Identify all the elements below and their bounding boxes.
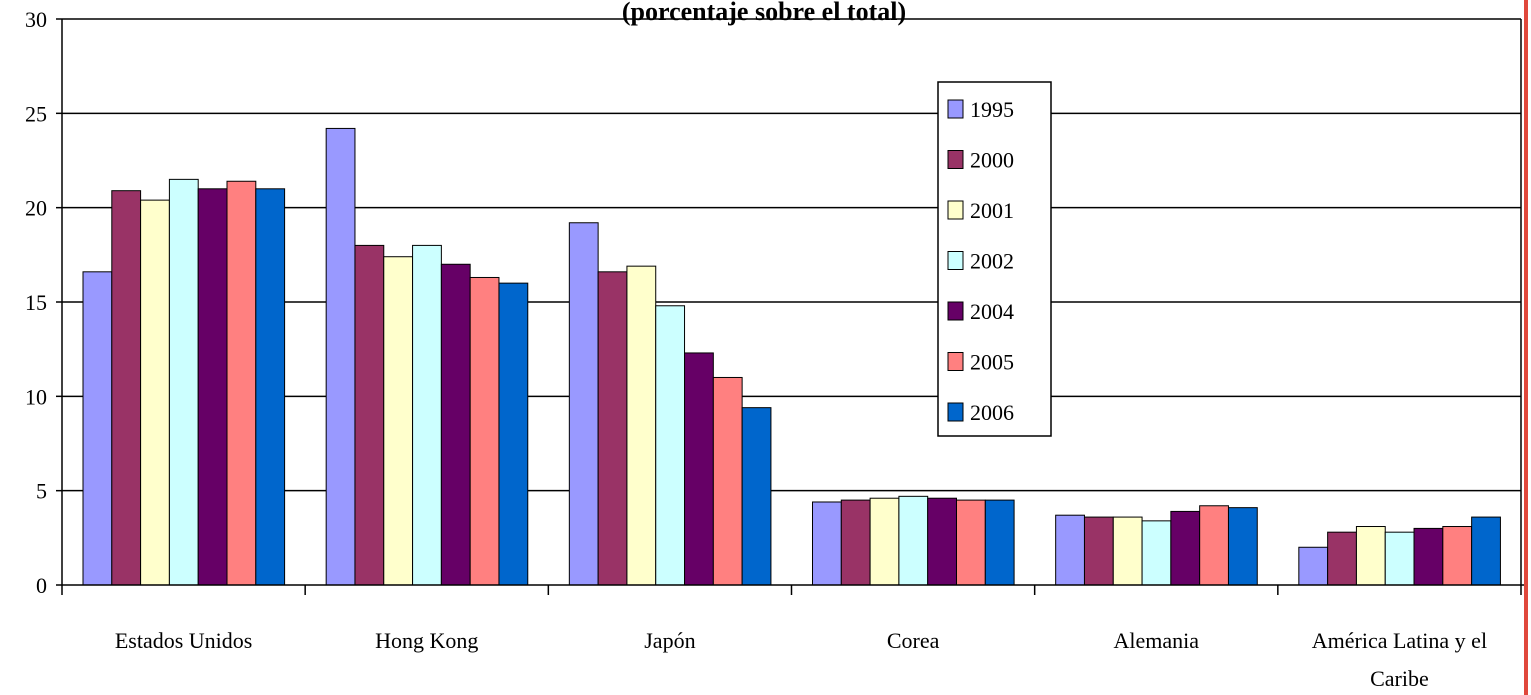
bar-2000-3 bbox=[840, 499, 871, 586]
axes bbox=[56, 18, 1525, 595]
bar-2001-5 bbox=[1355, 526, 1386, 586]
x-category-label: Hong Kong bbox=[375, 628, 478, 653]
bar-2005-5 bbox=[1442, 526, 1473, 586]
y-tick-label: 20 bbox=[25, 196, 47, 221]
y-tick-label: 0 bbox=[36, 573, 47, 598]
bar-2004-2 bbox=[684, 352, 714, 586]
legend-swatch-2005 bbox=[947, 352, 964, 371]
legend-swatch-2004 bbox=[947, 301, 964, 321]
legend: 1995 2000 2001 2002 2004 2005 2006 bbox=[937, 81, 1052, 437]
legend-label-2002: 2002 bbox=[970, 249, 1014, 274]
legend-label-2001: 2001 bbox=[970, 198, 1014, 223]
x-category-label: Estados Unidos bbox=[115, 628, 253, 653]
bar-2002-2 bbox=[655, 305, 686, 586]
bar-2004-5 bbox=[1413, 527, 1444, 586]
legend-label-2005: 2005 bbox=[970, 350, 1014, 375]
legend-swatch-1995 bbox=[947, 99, 964, 119]
bar-2002-5 bbox=[1384, 531, 1415, 586]
bar-1995-0 bbox=[82, 271, 113, 586]
legend-swatch-2006 bbox=[947, 402, 964, 422]
legend-swatch-2001 bbox=[947, 200, 964, 220]
bar-2005-1 bbox=[469, 276, 500, 586]
x-category-label: Japón bbox=[644, 628, 695, 653]
y-tick-label: 25 bbox=[25, 101, 47, 126]
bar-2004-1 bbox=[440, 263, 471, 586]
bar-2005-4 bbox=[1199, 505, 1229, 586]
bar-2000-2 bbox=[597, 271, 628, 586]
bar-2000-0 bbox=[111, 190, 142, 586]
bar-1995-5 bbox=[1298, 546, 1329, 586]
y-tick-label: 5 bbox=[36, 479, 47, 504]
bar-2006-5 bbox=[1471, 516, 1501, 586]
x-category-label: Alemania bbox=[1113, 628, 1199, 653]
bar-1995-1 bbox=[325, 127, 356, 586]
bar-1995-2 bbox=[568, 222, 599, 586]
legend-label-1995: 1995 bbox=[970, 97, 1014, 122]
chart-title: (porcentaje sobre el total) bbox=[622, 0, 906, 26]
gridlines bbox=[62, 18, 1521, 492]
bar-2001-1 bbox=[383, 256, 414, 586]
bar-2006-2 bbox=[741, 407, 772, 586]
legend-swatch-2002 bbox=[947, 251, 964, 270]
x-category-label: América Latina y el Caribe bbox=[1312, 628, 1487, 691]
y-tick-label: 30 bbox=[25, 7, 47, 32]
bar-2006-1 bbox=[498, 282, 529, 586]
bar-2006-3 bbox=[984, 499, 1015, 586]
legend-label-2006: 2006 bbox=[970, 400, 1014, 425]
bar-2000-4 bbox=[1083, 516, 1114, 586]
bar-2001-0 bbox=[140, 199, 170, 586]
bar-2005-2 bbox=[712, 376, 743, 586]
legend-label-2000: 2000 bbox=[970, 148, 1014, 173]
x-category-labels: Estados Unidos Hong Kong Japón Corea Alemani… bbox=[115, 628, 1487, 691]
bar-1995-4 bbox=[1055, 514, 1085, 586]
x-category-label: Corea bbox=[887, 628, 940, 653]
bar-2001-4 bbox=[1112, 516, 1143, 586]
bar-2002-0 bbox=[168, 178, 199, 586]
bar-2004-3 bbox=[927, 497, 958, 586]
bar-2006-4 bbox=[1227, 507, 1258, 586]
bar-2005-3 bbox=[956, 499, 986, 586]
bar-2004-0 bbox=[197, 188, 228, 586]
bar-1995-3 bbox=[812, 501, 842, 586]
bar-2002-3 bbox=[898, 495, 929, 586]
bars bbox=[82, 127, 1501, 586]
bar-2000-5 bbox=[1327, 531, 1357, 586]
bar-2002-4 bbox=[1141, 520, 1172, 586]
y-tick-labels: 0 5 10 15 20 25 30 bbox=[25, 7, 47, 598]
bar-2001-3 bbox=[869, 497, 900, 586]
bar-2001-2 bbox=[626, 265, 657, 586]
bar-2006-0 bbox=[255, 188, 286, 586]
bar-2005-0 bbox=[226, 180, 257, 586]
y-tick-label: 10 bbox=[25, 384, 47, 409]
bar-2002-1 bbox=[412, 244, 442, 586]
legend-swatch-2000 bbox=[947, 150, 964, 169]
legend-label-2004: 2004 bbox=[970, 299, 1014, 324]
y-tick-label: 15 bbox=[25, 290, 47, 315]
bar-2000-1 bbox=[354, 244, 385, 586]
bar-2004-4 bbox=[1170, 510, 1201, 586]
